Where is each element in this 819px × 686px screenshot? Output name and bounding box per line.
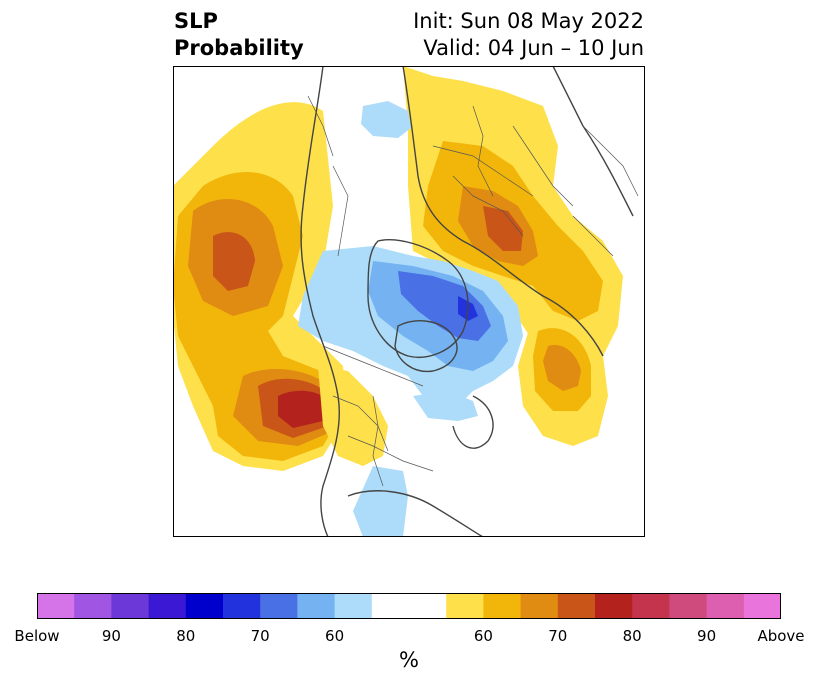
pacific-above-max (278, 390, 331, 428)
political-borders (307, 95, 639, 487)
colorbar-swatch (148, 593, 187, 619)
colorbar-swatch (111, 593, 150, 619)
colorbar-swatch (595, 593, 633, 619)
title-line-1: SLP (174, 9, 218, 33)
colorbar-swatch (706, 593, 745, 619)
colorbar-swatch (520, 593, 559, 619)
colorbar-tick-label: Above (757, 627, 805, 645)
map-title: SLP Probability (174, 8, 304, 62)
colorbar-unit: % (399, 648, 419, 672)
colorbar-swatch (743, 593, 781, 619)
colorbar-svg (37, 593, 781, 619)
eurasia-above-90 (483, 206, 523, 251)
map-dates: Init: Sun 08 May 2022 Valid: 04 Jun – 10… (413, 8, 644, 62)
colorbar-tick-label: 70 (250, 627, 270, 645)
colorbar-swatch (37, 593, 75, 619)
colorbar-swatch (446, 593, 484, 619)
colorbar-swatch (297, 593, 336, 619)
colorbar-tick-label: 60 (325, 627, 345, 645)
colorbar-tick-label: 70 (548, 627, 568, 645)
colorbar-swatch (334, 593, 373, 619)
map-border (173, 66, 645, 537)
colorbar-tick-label: Below (14, 627, 60, 645)
colorbar-swatch (260, 593, 298, 619)
title-line-2: Probability (174, 36, 304, 60)
colorbar-swatch (74, 593, 112, 619)
colorbar-swatch (409, 593, 447, 619)
valid-range: Valid: 04 Jun – 10 Jun (423, 36, 644, 60)
colorbar-swatch (371, 593, 410, 619)
probability-map (173, 66, 645, 537)
colorbar-swatch (483, 593, 522, 619)
colorbar-swatch (223, 593, 261, 619)
colorbar-border (37, 593, 781, 619)
colorbar-tick-label: 80 (622, 627, 642, 645)
colorbar-tick-label: 90 (697, 627, 717, 645)
init-date: Init: Sun 08 May 2022 (413, 9, 644, 33)
namerica-below-60 (353, 466, 408, 537)
arctic-below-80 (398, 271, 491, 341)
colorbar-tick-label: 90 (101, 627, 121, 645)
colorbar-tick-label: 60 (473, 627, 493, 645)
colorbar-swatch (557, 593, 596, 619)
colorbar-swatch (669, 593, 708, 619)
colorbar-swatch (185, 593, 224, 619)
colorbar (37, 593, 781, 619)
scandinavia-below-60 (361, 101, 411, 138)
map-svg (173, 66, 645, 537)
colorbar-swatch (632, 593, 670, 619)
greenland-below-60 (413, 391, 478, 421)
colorbar-tick-label: 80 (176, 627, 196, 645)
pacific-above-90 (213, 232, 333, 438)
atlantic-above-80 (543, 345, 581, 391)
